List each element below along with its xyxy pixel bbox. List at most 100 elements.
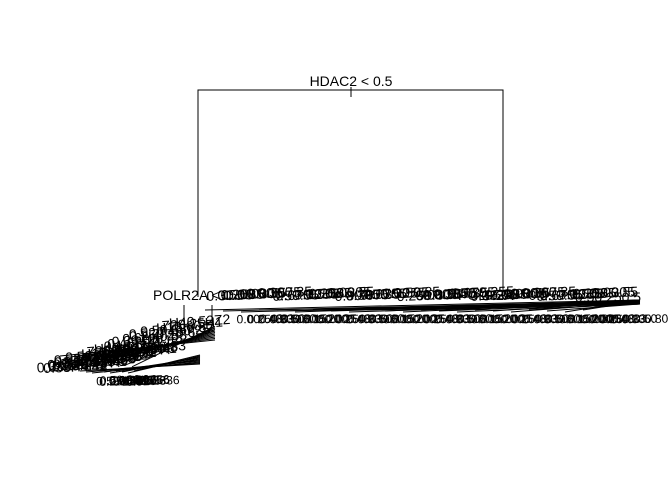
overlap-label: 0.520.336	[126, 373, 180, 389]
right-overlap-cluster: 0.30.050.000.480.50.850.250.330.250.3050…	[204, 283, 669, 327]
overlap-label: 0.50.55	[536, 286, 583, 304]
overlap-edge	[204, 299, 641, 311]
overlap-edge	[582, 300, 641, 311]
overlap-label: 0.330.80	[621, 312, 668, 327]
overlap-label: 0.50.85	[481, 286, 528, 304]
overlap-edge	[474, 299, 641, 311]
overlap-label: 0.520.480.25	[128, 321, 211, 343]
overlap-label: 0.800.2	[471, 312, 512, 327]
overlap-label: 0.480.50	[610, 312, 657, 327]
overlap-label: 0.800.2	[383, 312, 424, 327]
overlap-label: 0.33H46	[109, 373, 155, 389]
overlap-label: 0.480.50	[346, 312, 393, 327]
overlap-label: 0.50.330.52	[140, 318, 215, 339]
overlap-label: 0.480.50	[434, 312, 481, 327]
overlap-label: 0.48Z26	[113, 373, 158, 389]
overlap-label: 0.250.486	[99, 373, 153, 389]
overlap-label: 0.480.50	[522, 312, 569, 327]
overlap-label: 0.30.05	[382, 284, 429, 302]
overlap-label: 0.670.255	[275, 285, 338, 303]
overlap-label: 0.300.35	[521, 283, 576, 301]
overlap-label: 0.50.66	[130, 373, 171, 388]
overlap-label: 0.50.55	[448, 284, 495, 302]
overlap-label: 0.10.5H4	[103, 334, 161, 354]
overlap-label: 0.330.80	[533, 312, 580, 327]
overlap-label: 0.00.55	[327, 283, 374, 301]
overlap-label: Z20.520.6	[73, 349, 137, 368]
right-split-label: POLR2A < 0.5	[458, 287, 548, 303]
overlap-label: H10.60.5	[156, 316, 214, 336]
root-split-label: HDAC2 < 0.5	[310, 73, 393, 89]
overlap-label: 0.000.48	[412, 312, 459, 327]
overlap-label: 0.800.2	[559, 312, 600, 327]
overlap-label: 0.00.55	[591, 283, 638, 301]
overlap-label: 0.500.15	[544, 312, 591, 327]
overlap-label: 0.250.305	[220, 285, 283, 303]
overlap-label: 0.20.25	[581, 312, 622, 327]
overlap-label: 0.80.675	[334, 286, 389, 304]
overlap-label: 0.6H40.33	[122, 326, 188, 346]
overlap-label: 0.30.05	[294, 285, 341, 303]
overlap-label: 0.00.55	[503, 284, 550, 302]
overlap-label: 0.1H16	[118, 372, 157, 387]
overlap-label: 0.50.85	[569, 284, 616, 302]
overlap-label: 0.670.255	[451, 283, 514, 301]
overlap-edge	[133, 354, 201, 372]
overlap-label: 0.250.33	[247, 312, 294, 327]
overlap-label: 0.520.336	[96, 373, 150, 389]
overlap-edge	[91, 333, 216, 362]
overlap-edge	[75, 336, 216, 359]
overlap-label: 0.8030	[592, 312, 629, 326]
overlap-label: 0.480.50	[258, 312, 305, 327]
overlap-label: Z20.25H1	[161, 313, 224, 333]
overlap-label: 0.250.33	[423, 312, 470, 327]
overlap-label: 0.00.55	[239, 284, 286, 302]
overlap-label: 0.000.48	[236, 312, 283, 327]
overlap-label: 0.50.66	[100, 372, 141, 387]
overlap-label: H40.52Z2	[168, 311, 231, 331]
overlap-label: 0.30.05	[470, 286, 517, 304]
overlap-label: 0.50.55	[360, 285, 407, 303]
overlap-label: 0.330.80	[269, 312, 316, 327]
overlap-label: 0.60.16	[109, 372, 150, 387]
overlap-label: 0.150.00	[478, 312, 525, 327]
overlap-label: 0.670.255	[539, 285, 602, 303]
overlap-label: 0.300.35	[433, 284, 488, 302]
left-overlap-cluster: H40.52Z2Z20.25H1H10.60.50.50.330.520.520…	[36, 311, 231, 389]
overlap-label: 0.300.35	[345, 285, 400, 303]
overlap-label: 0.250.305	[572, 284, 635, 302]
overlap-edge	[83, 335, 216, 361]
overlap-label: 0.80.675	[510, 284, 565, 302]
overlap-edge	[107, 330, 216, 364]
overlap-label: 0.250.305	[396, 286, 459, 304]
left-split-label: POLR2A < 0.5	[153, 287, 243, 303]
overlap-label: 0.500.15	[456, 312, 503, 327]
overlap-label: 0.50.250.5	[575, 289, 641, 305]
overlap-label: 0.00.55	[415, 286, 462, 304]
overlap-label: 0.000.48	[588, 312, 635, 327]
overlap-label: 0.500.15	[280, 312, 327, 327]
overlap-label: H10.256	[124, 372, 170, 388]
overlap-label: 0.150.00	[566, 312, 613, 327]
overlap-label: 0.30.05	[558, 285, 605, 303]
root-branch	[197, 89, 504, 297]
overlap-label: Z20.526	[122, 373, 167, 389]
overlap-label: 0.000.48	[500, 312, 547, 327]
overlap-label: 0.250.48H4	[48, 354, 121, 374]
overlap-label: 0.330.80	[445, 312, 492, 327]
overlap-label: 0.250.10.6	[129, 324, 196, 345]
overlap-label: 0.250.33	[511, 312, 558, 327]
overlap-label: 0.20.25	[317, 312, 358, 327]
overlap-label: 0.30.05	[206, 286, 253, 304]
overlap-label: 0.20.25	[493, 312, 534, 327]
overlap-label: 0.20.25	[405, 312, 446, 327]
overlap-label: 0.150.00	[390, 312, 437, 327]
overlap-label: 0.50.85	[217, 286, 264, 304]
overlap-edge	[384, 299, 641, 312]
overlap-label: 0.80.675	[246, 284, 301, 302]
overlap-label: 0.000.48	[324, 312, 371, 327]
overlap-label: 0.800.2	[295, 312, 336, 327]
overlap-label: 0.330.80	[357, 312, 404, 327]
overlap-label: H40.56	[121, 373, 160, 388]
